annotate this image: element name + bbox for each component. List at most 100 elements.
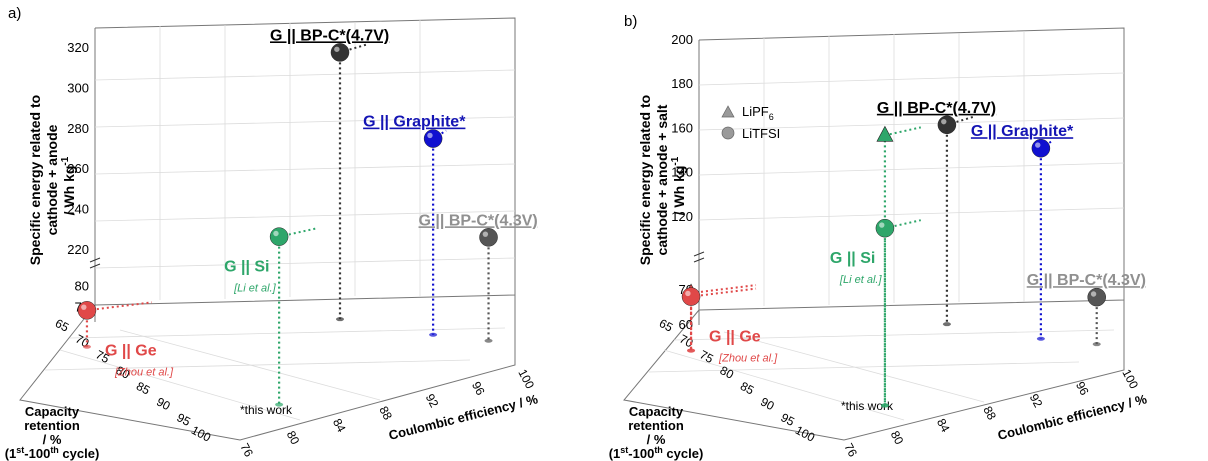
projection-line xyxy=(884,126,922,137)
z-title-part: -100 xyxy=(24,446,50,461)
y-tick-label: 220 xyxy=(67,242,89,257)
data-point xyxy=(681,287,701,306)
floor-shadow xyxy=(880,403,889,408)
z-axis-title-line: retention xyxy=(628,418,684,433)
y-tick-label: 260 xyxy=(67,161,89,176)
legend-label-lipf6: LiPF6 xyxy=(742,104,774,122)
z-axis-title-line: Capacity xyxy=(629,404,684,419)
point-label: G || Si xyxy=(830,250,875,267)
z-tick-label: 100 xyxy=(793,423,818,445)
floor-shadow xyxy=(687,348,696,353)
z-title-sup: th xyxy=(50,445,59,455)
legend-label-litfsi: LiTFSI xyxy=(742,126,780,141)
floor-shadow xyxy=(484,338,493,343)
z-tick-label: 80 xyxy=(718,363,737,382)
panel-label: a) xyxy=(8,5,21,22)
y-axis-title-unit-sup: -1 xyxy=(670,156,681,165)
legend-label-main: LiPF xyxy=(742,104,769,119)
x-tick-label: 88 xyxy=(376,404,395,423)
z-tick-label: 85 xyxy=(134,379,153,398)
y-axis-title-line: cathode + anode xyxy=(44,124,60,235)
y-tick-label: 140 xyxy=(671,165,693,180)
z-tick-label: 70 xyxy=(677,332,696,351)
panel-label: b) xyxy=(624,13,637,30)
x-axis-title: Coulombic efficiency / % xyxy=(387,391,540,443)
data-point-highlight xyxy=(482,231,489,237)
point-reference: [Li et al.] xyxy=(233,283,277,295)
z-title-part: cycle) xyxy=(59,446,99,461)
x-tick-label: 100 xyxy=(515,367,537,392)
floor-shadow xyxy=(1092,342,1101,347)
chart-b-svg: b) Specific energy related to cathode + … xyxy=(609,13,1149,461)
floor-shadow xyxy=(82,344,91,349)
point-label: G || BP-C*(4.3V) xyxy=(419,212,538,229)
point-label: G || BP-C*(4.7V) xyxy=(270,27,389,44)
x-tick-label: 88 xyxy=(980,404,999,423)
y-tick-label: 240 xyxy=(67,202,89,217)
z-axis-title: Capacity retention / % (1st-100th cycle) xyxy=(5,404,100,461)
z-tick-label: 90 xyxy=(758,395,777,414)
data-point xyxy=(479,228,498,247)
projection-line xyxy=(690,284,757,295)
data-point-highlight xyxy=(685,290,691,297)
z-axis-title-line: Capacity xyxy=(25,404,80,419)
floor-shadow xyxy=(275,402,284,407)
z-tick-label: 90 xyxy=(154,395,173,414)
y-axis-title-unit: / Wh kg-1 xyxy=(670,156,687,215)
note-this-work: *this work xyxy=(240,403,293,417)
y-axis-title-line: cathode + anode + salt xyxy=(654,104,670,255)
point-label: G || Graphite* xyxy=(363,114,466,131)
data-point-highlight xyxy=(81,304,87,310)
y-tick-label: 60 xyxy=(679,317,693,332)
y-tick-label: 180 xyxy=(671,76,693,91)
x-tick-label: 80 xyxy=(888,429,907,448)
y-tick-label: 160 xyxy=(671,120,693,135)
y-axis-title-unit: / Wh kg-1 xyxy=(60,156,77,215)
z-tick-label: 75 xyxy=(697,347,716,366)
y-axis-title: Specific energy related to cathode + ano… xyxy=(27,95,77,265)
y-axis-title-line: Specific energy related to xyxy=(27,95,43,265)
y-tick-label: 120 xyxy=(671,209,693,224)
data-point-highlight xyxy=(879,222,885,228)
data-point-highlight xyxy=(1090,291,1097,297)
z-axis-title-line: / % xyxy=(43,432,62,447)
data-point xyxy=(269,227,289,246)
data-point xyxy=(875,218,895,238)
y-axis-title: Specific energy related to cathode + ano… xyxy=(637,95,687,265)
z-axis-title-cycle: (1st-100th cycle) xyxy=(609,445,704,461)
z-tick-label: 65 xyxy=(657,316,676,335)
projection-line xyxy=(86,301,153,312)
point-label: G || Ge xyxy=(105,342,157,359)
x-tick-label: 92 xyxy=(423,392,442,411)
tick-labels: 2202402602803003207080657075808590951007… xyxy=(53,40,537,459)
point-reference: [Zhou et al.] xyxy=(718,353,778,365)
data-point-highlight xyxy=(334,46,340,52)
data-point-highlight xyxy=(427,132,433,139)
y-tick-label: 300 xyxy=(67,81,89,96)
chart-panel-a: a) Specific energy related to cathode + … xyxy=(5,5,540,461)
x-tick-label: 96 xyxy=(1073,379,1092,398)
data-point xyxy=(77,301,97,320)
point-reference: [Zhou et al.] xyxy=(114,366,174,378)
z-tick-label: 100 xyxy=(189,423,214,445)
z-title-sup: st xyxy=(16,445,24,455)
z-title-sup: st xyxy=(620,445,628,455)
data-points: G || BP-C*(4.7V) G || Graphite* G || Si [Li… xyxy=(681,100,1146,408)
data-point xyxy=(330,43,350,62)
z-title-sup: th xyxy=(654,445,663,455)
point-label: G || Graphite* xyxy=(971,123,1074,140)
z-tick-label: 75 xyxy=(93,347,112,366)
point-reference: [Li et al.] xyxy=(839,274,883,286)
y-axis-title-line: Specific energy related to xyxy=(637,95,653,265)
data-point-highlight xyxy=(941,118,947,125)
data-points: G || BP-C*(4.7V) G || Graphite* G || Si [Li… xyxy=(77,27,538,407)
z-tick-label: 95 xyxy=(779,410,798,429)
point-label: G || Ge xyxy=(709,329,761,346)
z-axis-title-line: retention xyxy=(24,418,80,433)
point-label: G || Si xyxy=(224,259,269,276)
legend-circle-icon xyxy=(721,126,735,140)
x-tick-label: 76 xyxy=(841,441,860,460)
x-tick-label: 84 xyxy=(330,416,349,435)
legend-label-sub: 6 xyxy=(769,112,774,122)
x-tick-label: 76 xyxy=(237,441,256,460)
